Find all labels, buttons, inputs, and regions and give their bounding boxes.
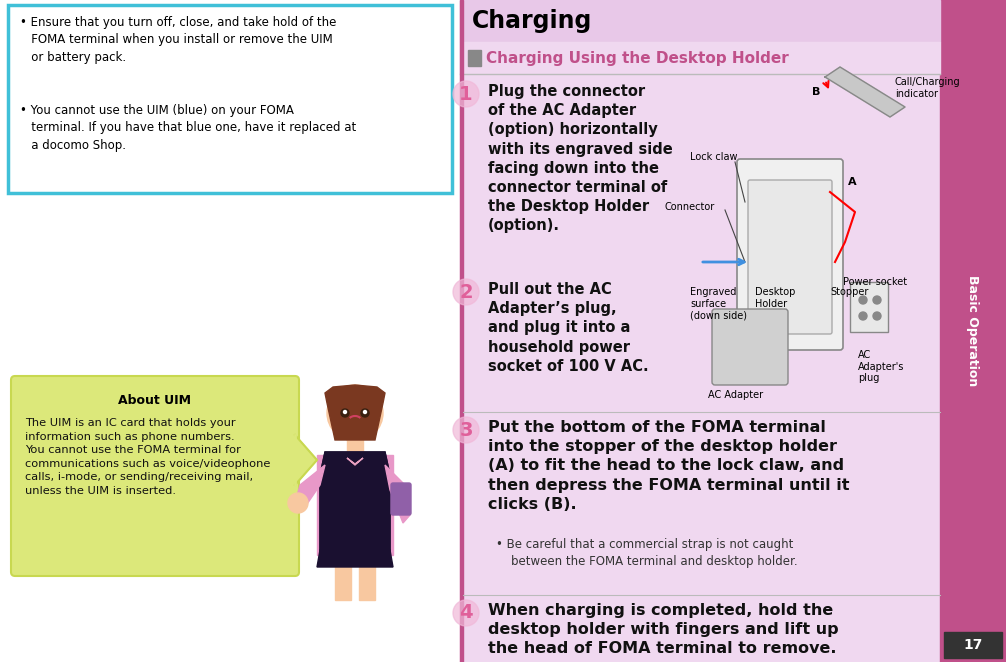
Polygon shape [325, 385, 385, 440]
Text: 4: 4 [459, 604, 473, 622]
Circle shape [341, 409, 349, 417]
Text: Basic Operation: Basic Operation [967, 275, 980, 387]
Bar [347, 437, 363, 452]
Circle shape [859, 312, 867, 320]
Circle shape [453, 417, 479, 443]
FancyBboxPatch shape [11, 376, 299, 576]
FancyBboxPatch shape [391, 483, 411, 515]
Bar [8, 5, 452, 193]
Text: Stopper: Stopper [830, 287, 868, 297]
Circle shape [361, 409, 369, 417]
Text: A: A [848, 177, 857, 187]
Text: Desktop
Holder: Desktop Holder [754, 287, 796, 308]
Bar [460, 0, 940, 662]
Circle shape [873, 296, 881, 304]
Text: Charging: Charging [472, 9, 593, 33]
Bar [940, 0, 1006, 662]
Circle shape [859, 296, 867, 304]
Text: Power socket: Power socket [843, 277, 907, 287]
Text: • Ensure that you turn off, close, and take hold of the
   FOMA terminal when yo: • Ensure that you turn off, close, and t… [20, 16, 336, 64]
Text: Pull out the AC
Adapter’s plug,
and plug it into a
household power
socket of 100: Pull out the AC Adapter’s plug, and plug… [488, 282, 649, 374]
Bar [460, 0, 940, 42]
Text: AC
Adapter's
plug: AC Adapter's plug [858, 350, 904, 383]
Bar [359, 560, 375, 600]
Polygon shape [320, 452, 390, 565]
Circle shape [363, 410, 366, 414]
Circle shape [453, 81, 479, 107]
Polygon shape [385, 465, 410, 523]
Text: 2: 2 [459, 283, 473, 301]
Text: Call/Charging
indicator: Call/Charging indicator [895, 77, 961, 99]
Text: The UIM is an IC card that holds your
information such as phone numbers.
You can: The UIM is an IC card that holds your in… [25, 418, 271, 496]
Text: 3: 3 [460, 420, 473, 440]
Bar [460, 42, 940, 74]
Circle shape [343, 410, 346, 414]
FancyBboxPatch shape [737, 159, 843, 350]
Polygon shape [320, 452, 390, 565]
FancyBboxPatch shape [712, 309, 788, 385]
Text: When charging is completed, hold the
desktop holder with fingers and lift up
the: When charging is completed, hold the des… [488, 603, 839, 657]
Polygon shape [317, 550, 393, 567]
Polygon shape [295, 465, 325, 510]
Bar [335, 560, 351, 600]
Text: Lock claw: Lock claw [690, 152, 737, 162]
Text: Engraved
surface
(down side): Engraved surface (down side) [690, 287, 747, 320]
Text: AC Adapter: AC Adapter [708, 390, 764, 400]
Text: Charging Using the Desktop Holder: Charging Using the Desktop Holder [486, 50, 789, 66]
Text: Put the bottom of the FOMA terminal
into the stopper of the desktop holder
(A) t: Put the bottom of the FOMA terminal into… [488, 420, 849, 512]
Text: • You cannot use the UIM (blue) on your FOMA
   terminal. If you have that blue : • You cannot use the UIM (blue) on your … [20, 104, 356, 152]
Polygon shape [825, 67, 905, 117]
Text: Connector: Connector [665, 202, 715, 212]
Bar [317, 455, 393, 555]
Text: Plug the connector
of the AC Adapter
(option) horizontally
with its engraved sid: Plug the connector of the AC Adapter (op… [488, 84, 673, 234]
Circle shape [453, 600, 479, 626]
Text: 1: 1 [459, 85, 473, 103]
Text: • Be careful that a commercial strap is not caught
    between the FOMA terminal: • Be careful that a commercial strap is … [496, 538, 798, 568]
Circle shape [327, 385, 383, 441]
Bar [0, 0, 460, 662]
Bar [460, 0, 463, 662]
Bar [944, 632, 1002, 658]
Text: 17: 17 [964, 638, 983, 652]
Polygon shape [295, 435, 317, 485]
Polygon shape [347, 458, 363, 465]
Bar [850, 282, 888, 332]
Text: About UIM: About UIM [119, 394, 191, 407]
Circle shape [453, 279, 479, 305]
Text: B: B [812, 87, 820, 97]
FancyBboxPatch shape [748, 180, 832, 334]
Bar [468, 50, 481, 66]
Circle shape [288, 493, 308, 513]
Circle shape [873, 312, 881, 320]
